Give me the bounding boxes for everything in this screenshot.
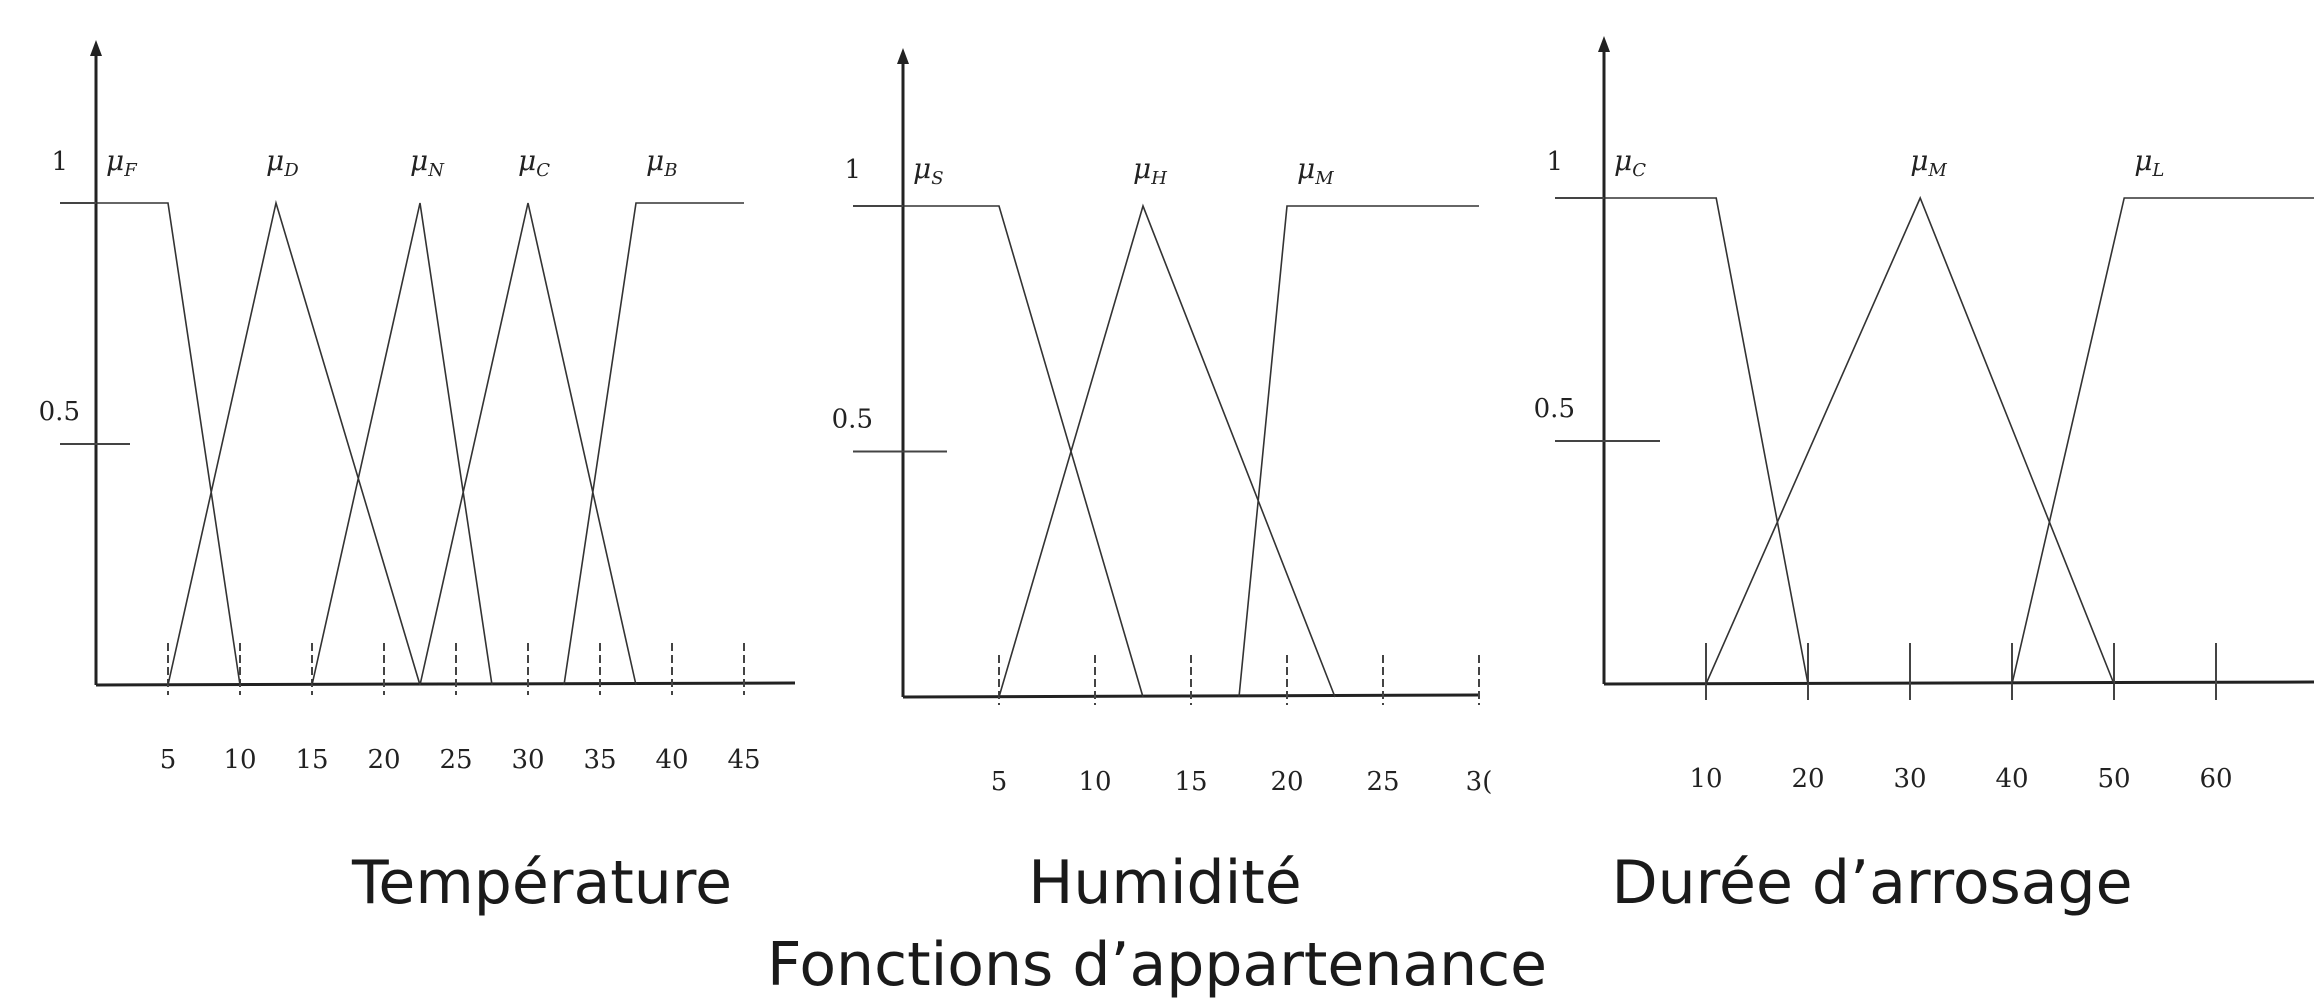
chart-title-temperature: Température (351, 848, 733, 918)
temperature-series-N (311, 202, 493, 686)
humidite-y-axis-arrow (897, 48, 909, 64)
chart-title-humidite: Humidité (1028, 848, 1302, 918)
duree-y-axis-arrow (1598, 36, 1610, 52)
temperature-xtick-label-10: 10 (223, 745, 256, 775)
temperature-xtick-label-5: 5 (160, 745, 177, 775)
humidite-xtick-label-25: 25 (1366, 767, 1399, 797)
duree-series-L (2011, 197, 2314, 685)
duree-series-M (1705, 195, 2115, 685)
duree-series-label-C: μC (1614, 144, 1646, 181)
temperature-xtick-label-20: 20 (367, 745, 400, 775)
temperature-xtick-label-35: 35 (583, 745, 616, 775)
temperature-series-B (563, 202, 744, 686)
humidite-series-label-S: μS (913, 152, 944, 189)
humidite-xtick-label-30: 3( (1466, 767, 1493, 797)
humidite-xtick-label-5: 5 (991, 767, 1008, 797)
humidite-series-M (1238, 205, 1479, 698)
temperature-series-label-D: μD (266, 144, 299, 181)
humidite-series-label-H: μH (1133, 152, 1167, 189)
temperature-xtick-label-15: 15 (295, 745, 328, 775)
duree-ytick-label-1: 1 (1546, 147, 1563, 177)
duree-xtick-label-20: 20 (1791, 764, 1824, 794)
temperature-x-axis (95, 681, 796, 687)
temperature-series-D (167, 199, 421, 686)
temperature-series-label-N: μN (410, 144, 445, 181)
humidite-xtick-label-20: 20 (1270, 767, 1303, 797)
duree-x-axis (1603, 680, 2314, 686)
temperature-series-label-B: μB (646, 144, 677, 181)
temperature-series-C (419, 202, 637, 686)
temperature-y-axis-arrow (90, 40, 102, 56)
duree-xtick-label-60: 60 (2199, 764, 2232, 794)
humidite-series-S (903, 205, 1144, 698)
temperature-xtick-label-45: 45 (727, 745, 760, 775)
chart-title-duree: Durée d’arrosage (1611, 848, 2133, 918)
duree-xtick-label-50: 50 (2097, 764, 2130, 794)
temperature-xtick-label-30: 30 (511, 745, 544, 775)
temperature-series-label-C: μC (518, 144, 550, 181)
temperature-series-label-F: μF (106, 144, 138, 181)
humidite-series-label-M: μM (1297, 152, 1334, 189)
temperature-xtick-label-40: 40 (655, 745, 688, 775)
humidite-ytick-label-1: 1 (844, 155, 861, 185)
duree-xtick-label-40: 40 (1995, 764, 2028, 794)
figure-caption: Fonctions d’appartenance (766, 930, 1548, 1000)
temperature-xtick-label-25: 25 (439, 745, 472, 775)
duree-xtick-label-30: 30 (1893, 764, 1926, 794)
duree-series-label-L: μL (2134, 144, 2164, 181)
duree-xtick-label-10: 10 (1689, 764, 1722, 794)
humidite-xtick-label-15: 15 (1174, 767, 1207, 797)
humidite-ytick-label-half: 0.5 (832, 405, 873, 435)
temperature-series-F (96, 202, 241, 686)
duree-series-label-M: μM (1910, 144, 1947, 181)
temperature-ytick-label-1: 1 (51, 147, 68, 177)
humidite-xtick-label-10: 10 (1078, 767, 1111, 797)
temperature-ytick-label-half: 0.5 (39, 397, 80, 427)
duree-ytick-label-half: 0.5 (1534, 394, 1575, 424)
humidite-series-H (998, 203, 1336, 698)
